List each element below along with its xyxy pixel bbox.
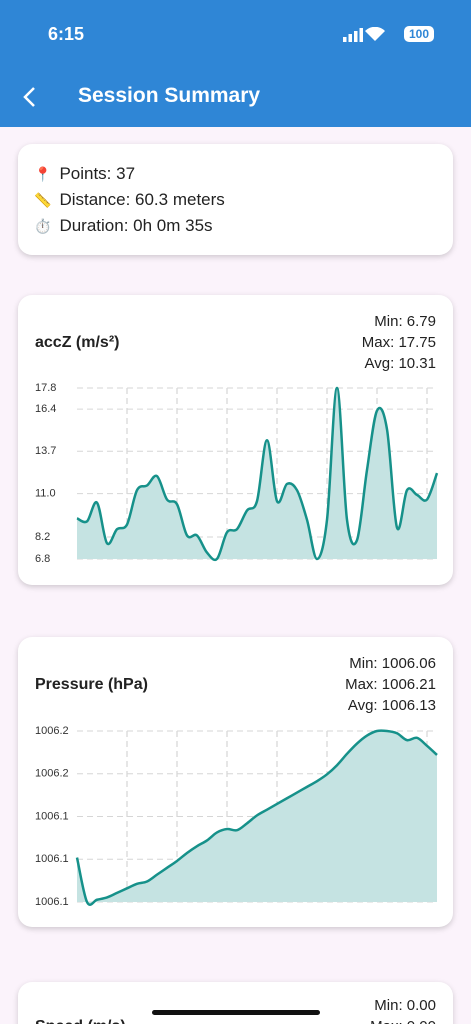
- y-tick-label: 1006.1: [35, 896, 69, 908]
- y-tick-label: 11.0: [35, 488, 56, 500]
- y-tick-label: 1006.2: [35, 725, 69, 737]
- y-tick-label: 17.8: [35, 382, 56, 394]
- stat: Min: 0.00: [374, 997, 436, 1014]
- icon: ⏱️: [34, 218, 52, 234]
- summary-row: 📏 Distance: 60.3 meters: [34, 190, 225, 210]
- y-tick-label: 1006.1: [35, 853, 69, 865]
- y-tick-label: 6.8: [35, 553, 50, 565]
- area: [77, 730, 437, 905]
- stat: Min: 6.79: [374, 313, 436, 330]
- chart-title: accZ (m/s²): [35, 334, 119, 351]
- chart-title: Pressure (hPa): [35, 676, 148, 693]
- status-time: 6:15: [48, 24, 85, 44]
- app-bar: 6:15 100 Session Summary: [0, 0, 471, 127]
- summary-row: ⏱️ Duration: 0h 0m 35s: [34, 216, 213, 236]
- y-tick-label: 1006.2: [35, 768, 69, 780]
- area: [77, 388, 437, 560]
- y-tick-label: 1006.1: [35, 810, 69, 822]
- screen-title: Session Summary: [78, 84, 261, 107]
- y-tick-label: 8.2: [35, 531, 50, 543]
- stat: Min: 1006.06: [349, 655, 436, 672]
- line: [75, 729, 438, 906]
- stat: Max: 17.75: [362, 334, 436, 351]
- chart-card: [18, 982, 453, 1024]
- chart-title: Speed (m/s): [35, 1018, 126, 1024]
- status-icons: [343, 27, 385, 42]
- summary-row: 📍 Points: 37: [34, 164, 135, 184]
- stat: Max: 0.00: [370, 1018, 436, 1024]
- text: Points: 37: [59, 164, 136, 183]
- text: Distance: 60.3 meters: [59, 190, 225, 209]
- line: [76, 386, 439, 562]
- text: Duration: 0h 0m 35s: [59, 216, 213, 235]
- summary-card: 📍 Points: 37 📏 Distance: 60.3 meters ⏱️ Dur…: [18, 144, 453, 255]
- home-indicator: [152, 1010, 320, 1015]
- battery: 100: [404, 26, 434, 42]
- icon: 📏: [34, 192, 52, 208]
- y-tick-label: 13.7: [35, 445, 56, 457]
- back-button[interactable]: [20, 86, 40, 108]
- y-tick-label: 16.4: [35, 403, 56, 415]
- stat: Max: 1006.21: [345, 676, 436, 693]
- stat: Avg: 10.31: [365, 355, 436, 372]
- icon: 📍: [34, 166, 52, 182]
- stat: Avg: 1006.13: [348, 697, 436, 714]
